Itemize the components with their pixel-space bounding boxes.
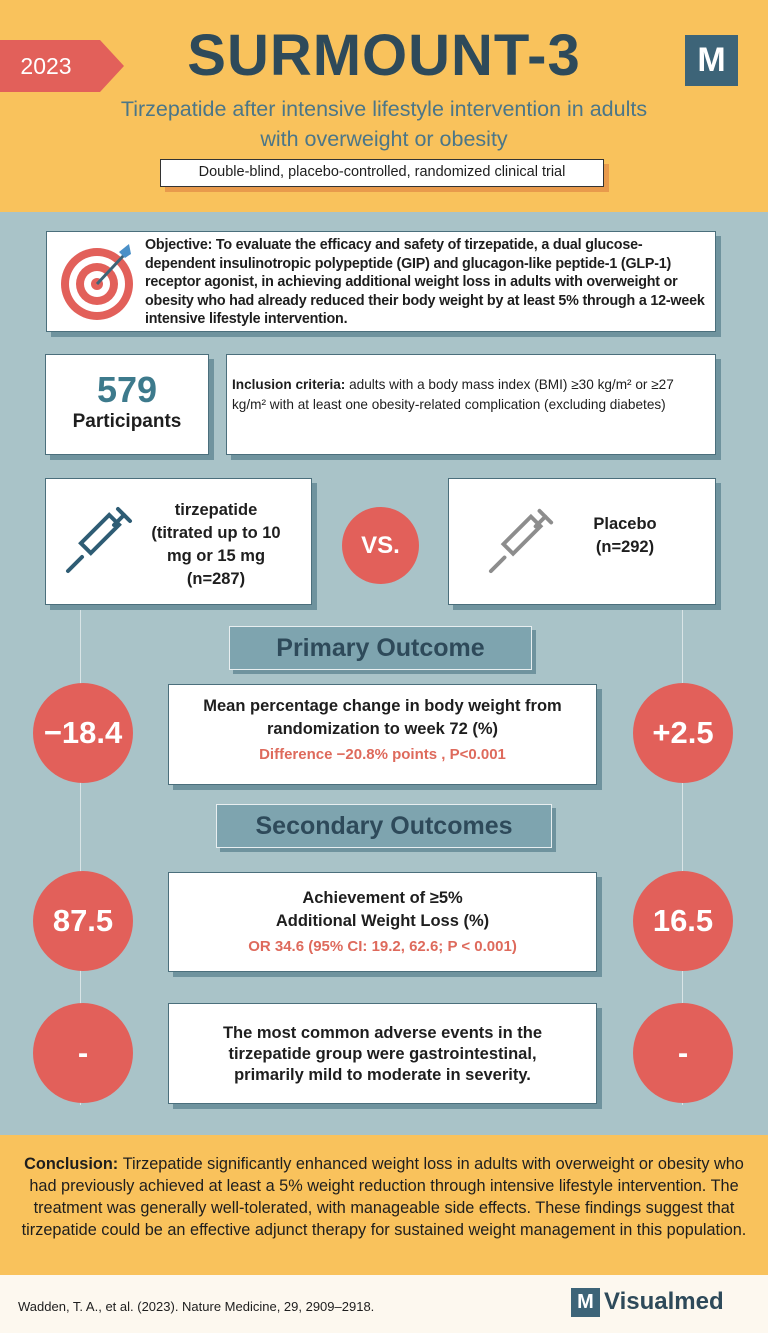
connector (682, 605, 683, 1105)
inclusion-box: Inclusion criteria: adults with a body m… (226, 354, 716, 455)
treatment-arm: tirzepatide (titrated up to 10 mg or 15 … (151, 501, 281, 588)
placebo-result: +2.5 (633, 683, 733, 783)
year: 2023 (20, 53, 72, 79)
conclusion-text: Tirzepatide significantly enhanced weigh… (21, 1155, 747, 1239)
treatment-box: tirzepatide (titrated up to 10 mg or 15 … (45, 478, 312, 605)
logo: M (685, 35, 738, 86)
secondary-measure: Achievement of ≥5% Additional Weight Los… (275, 889, 490, 930)
inclusion-text: adults with a body mass index (BMI) ≥30 … (232, 377, 674, 412)
secondary-heading: Secondary Outcomes (216, 804, 552, 848)
objective-box: Objective: To evaluate the efficacy and … (46, 231, 716, 332)
primary-result: Difference −20.8% points , P<0.001 (259, 746, 506, 763)
objective-label: Objective: (145, 237, 213, 253)
connector (80, 605, 81, 1105)
footer: Wadden, T. A., et al. (2023). Nature Med… (0, 1275, 768, 1333)
tirzepatide-result: 87.5 (33, 871, 133, 971)
citation: Wadden, T. A., et al. (2023). Nature Med… (18, 1299, 375, 1314)
primary-measure: Mean percentage change in body weight fr… (203, 697, 562, 738)
target-icon (61, 244, 133, 320)
objective-body: To evaluate the efficacy and safety of t… (145, 237, 705, 327)
tirzepatide-result: - (33, 1003, 133, 1103)
secondary-result: OR 34.6 (95% CI: 19.2, 62.6; P < 0.001) (248, 938, 517, 955)
brand: Visualmed (604, 1288, 724, 1315)
conclusion: Conclusion: Tirzepatide significantly en… (0, 1135, 768, 1275)
primary-box: Mean percentage change in body weight fr… (168, 684, 597, 785)
header: 2023 SURMOUNT-3 M Tirzepatide after inte… (0, 0, 768, 212)
participant-count: 579 (96, 369, 158, 410)
title: SURMOUNT-3 (187, 23, 581, 88)
placebo-result: 16.5 (633, 871, 733, 971)
safety-box: The most common adverse events in the ti… (168, 1003, 597, 1104)
placebo-result: - (633, 1003, 733, 1103)
design: Double-blind, placebo-controlled, random… (160, 159, 604, 187)
brand-mark: M (571, 1288, 600, 1317)
placebo-box: Placebo (n=292) (448, 478, 716, 605)
subtitle: Tirzepatide after intensive lifestyle in… (120, 97, 648, 151)
safety-text: The most common adverse events in the ti… (222, 1024, 543, 1084)
participant-label: Participants (72, 411, 182, 432)
year-tag-shape (0, 40, 124, 92)
syringe-icon (66, 507, 132, 573)
objective-text: Objective: To evaluate the efficacy and … (145, 236, 711, 329)
control-arm: Placebo (n=292) (593, 515, 657, 556)
syringe-icon (488, 508, 554, 574)
inclusion-label: Inclusion criteria: (232, 377, 346, 392)
conclusion-label: Conclusion: (24, 1155, 119, 1173)
vs-badge: VS. (342, 507, 419, 584)
tirzepatide-result: −18.4 (33, 683, 133, 783)
secondary-box: Achievement of ≥5% Additional Weight Los… (168, 872, 597, 972)
participants-box: 579 Participants (45, 354, 209, 455)
primary-heading: Primary Outcome (229, 626, 532, 670)
